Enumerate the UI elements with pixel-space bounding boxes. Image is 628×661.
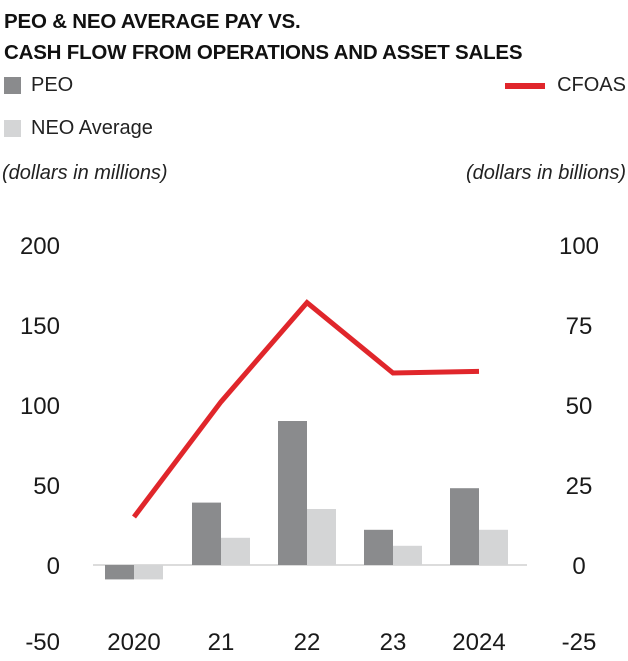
legend-swatch-neo-average bbox=[4, 120, 21, 137]
legend-item-cfoas: CFOAS bbox=[505, 74, 626, 97]
left-axis-unit: (dollars in millions) bbox=[2, 162, 168, 184]
bar-peo-2020 bbox=[105, 565, 134, 580]
chart-title-line-1: PEO & NEO AVERAGE PAY VS. bbox=[4, 10, 301, 33]
right-axis-tick: 50 bbox=[566, 393, 593, 420]
bar-neo-average-2024 bbox=[479, 529, 508, 565]
x-axis-label: 2020 bbox=[107, 629, 160, 656]
legend-item-peo: PEO bbox=[4, 74, 73, 97]
bar-peo-21 bbox=[192, 502, 221, 565]
legend-label-peo: PEO bbox=[31, 74, 74, 96]
left-axis-tick: 200 bbox=[20, 233, 60, 260]
right-axis-tick: 75 bbox=[566, 313, 593, 340]
right-axis-tick: 0 bbox=[572, 553, 585, 580]
right-axis-tick: 100 bbox=[559, 233, 599, 260]
right-axis-unit: (dollars in billions) bbox=[465, 162, 626, 184]
bar-peo-2024 bbox=[450, 488, 479, 565]
chart-title: PEO & NEO AVERAGE PAY VS. CASH FLOW FROM… bbox=[4, 6, 624, 68]
bar-peo-23 bbox=[364, 529, 393, 565]
left-axis-tick: 0 bbox=[47, 553, 60, 580]
x-axis-label: 23 bbox=[380, 629, 407, 656]
bar-peo-22 bbox=[278, 421, 307, 565]
legend-label-neo-average: NEO Average bbox=[31, 117, 153, 139]
left-axis-tick: -50 bbox=[25, 629, 60, 656]
x-axis-label: 2024 bbox=[452, 629, 505, 656]
bar-neo-average-23 bbox=[393, 545, 422, 565]
legend-label-cfoas: CFOAS bbox=[557, 74, 626, 96]
legend-swatch-cfoas bbox=[505, 82, 546, 89]
left-axis-tick: 50 bbox=[33, 473, 60, 500]
legend-swatch-peo bbox=[4, 77, 21, 94]
chart-title-line-2: CASH FLOW FROM OPERATIONS AND ASSET SALE… bbox=[4, 41, 523, 64]
x-axis-label: 22 bbox=[294, 629, 321, 656]
left-axis-tick: 100 bbox=[20, 393, 60, 420]
left-axis-tick: 150 bbox=[20, 313, 60, 340]
right-axis-tick: -25 bbox=[562, 629, 597, 656]
bar-neo-average-21 bbox=[221, 537, 250, 565]
legend-item-neo-average: NEO Average bbox=[4, 117, 153, 140]
bar-neo-average-2020 bbox=[134, 565, 163, 580]
x-axis-label: 21 bbox=[208, 629, 235, 656]
bar-neo-average-22 bbox=[307, 509, 336, 565]
right-axis-tick: 25 bbox=[566, 473, 593, 500]
